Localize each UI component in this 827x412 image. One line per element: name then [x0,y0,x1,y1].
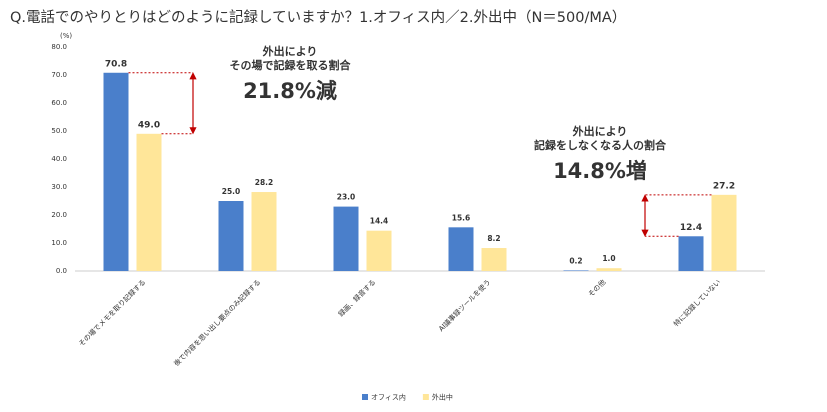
annotation-emphasis: 21.8%減 [243,79,337,103]
legend-swatch [362,394,368,400]
bar [103,72,129,271]
bar [448,227,474,271]
y-tick-label: 50.0 [51,127,67,135]
x-tick-label: 録画、録音する [336,277,377,318]
chart-title: Q.電話でのやりとりはどのように記録していますか？1.オフィス内／2.外出中（N… [10,9,626,26]
bar [678,236,704,271]
legend-label: オフィス内 [371,393,406,402]
y-tick-label: 30.0 [51,183,67,191]
y-tick-label: 60.0 [51,99,67,107]
y-tick-label: 20.0 [51,211,67,219]
y-tick-label: 70.0 [51,71,67,79]
y-tick-label: 10.0 [51,239,67,247]
legend-label: 外出中 [432,393,453,402]
value-label: 8.2 [487,234,500,243]
bar [563,270,589,271]
x-tick-label: AI議事録ツールを使う [437,277,493,333]
value-label: 70.8 [105,59,127,69]
y-tick-label: 80.0 [51,43,67,51]
x-tick-label: 特に記録していない [672,277,723,328]
value-label: 28.2 [255,178,274,187]
value-label: 15.6 [452,213,471,222]
y-tick-label: 40.0 [51,155,67,163]
value-label: 0.2 [569,256,582,265]
value-label: 1.0 [602,254,615,263]
legend-swatch [422,394,429,400]
value-label: 27.2 [713,181,735,191]
value-label: 14.4 [370,217,389,226]
bar [136,133,162,271]
value-label: 12.4 [680,223,702,233]
bar [596,268,622,271]
annotation-text: 記録をしなくなる人の割合 [534,138,667,152]
value-label: 25.0 [222,187,241,196]
bar [218,201,244,271]
y-unit: (%) [60,32,72,40]
x-tick-label: その場でメモを取り記録する [77,277,148,348]
y-tick-label: 0.0 [56,267,67,275]
annotation-text: 外出により [262,44,318,58]
x-tick-label: 後で内容を思い出し要点のみ記録する [172,277,263,368]
annotation-text: その場で記録を取る割合 [230,58,352,72]
x-tick-label: その他 [586,277,607,298]
bar [481,248,507,271]
bar [333,206,359,271]
bar [251,192,277,271]
bar [711,194,737,271]
annotation-text: 外出により [572,124,628,138]
value-label: 49.0 [138,120,160,130]
annotation-emphasis: 14.8%増 [553,159,647,183]
bar [366,230,392,271]
value-label: 23.0 [337,193,356,202]
